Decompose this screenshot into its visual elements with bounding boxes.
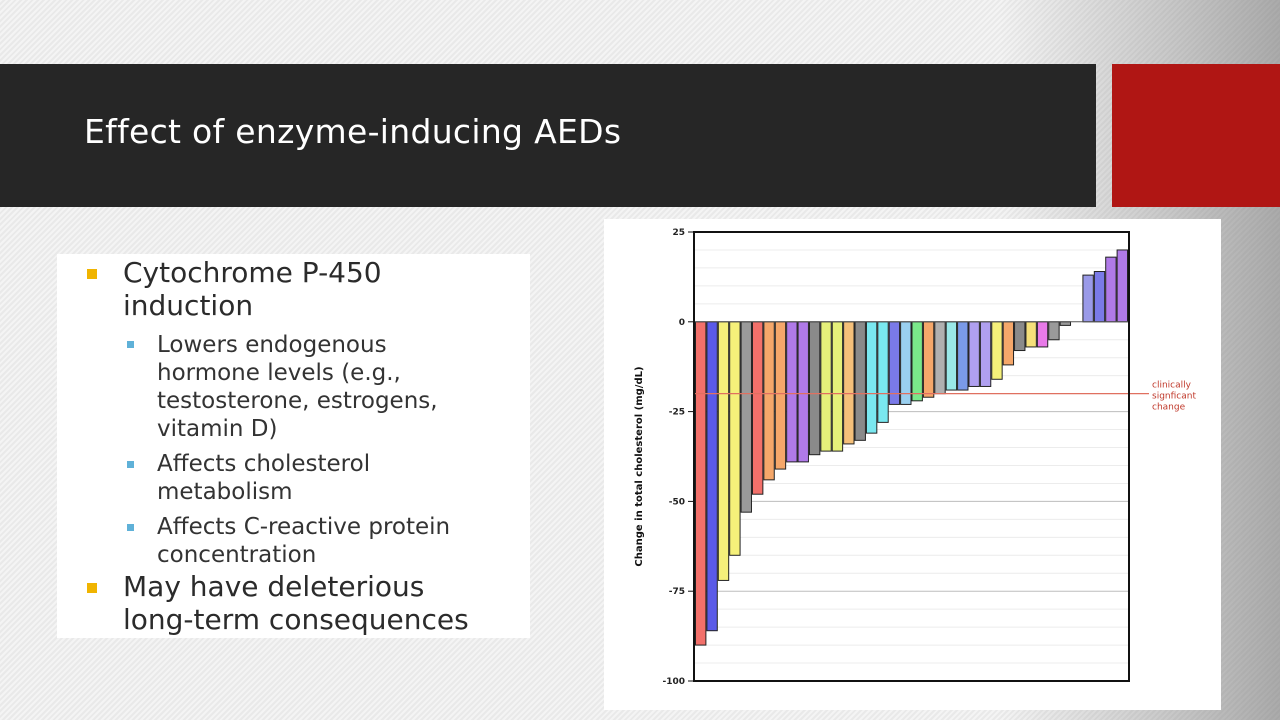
y-tick-label: 0 [679, 318, 685, 328]
bar [945, 321, 958, 391]
bar [1048, 321, 1060, 341]
sub-bullet-text: vitamin D) [157, 416, 278, 442]
sub-bullet-icon [127, 461, 134, 468]
bar [854, 321, 866, 441]
bar [774, 321, 787, 470]
sub-bullet-text: Affects cholesterol [157, 451, 371, 477]
sub-bullet-text: Affects C-reactive protein [157, 514, 451, 540]
bar [865, 321, 878, 434]
bullet-text: long-term consequences [123, 603, 469, 636]
y-axis-label: Change in total cholesterol (mg/dL) [634, 366, 645, 566]
bar [911, 321, 923, 402]
sub-bullet-text: hormone levels (e.g., [157, 360, 401, 386]
bar [695, 321, 707, 646]
bar [922, 321, 935, 398]
bar [706, 321, 718, 632]
bar [797, 321, 809, 463]
bar [968, 321, 980, 387]
sub-bullet-icon [127, 524, 134, 531]
threshold-label: signficant [1152, 392, 1196, 402]
bar [751, 321, 764, 495]
plot-frame [693, 231, 1130, 682]
bullet-square-icon [87, 583, 97, 593]
sub-bullet-text: Lowers endogenous [157, 332, 387, 358]
accent-block [1112, 64, 1280, 207]
bar [934, 321, 946, 395]
bar [843, 321, 855, 445]
y-tick-label: -50 [669, 497, 685, 507]
bar [1082, 274, 1094, 323]
bar [763, 321, 775, 481]
bar [1014, 321, 1026, 352]
threshold-label: change [1152, 403, 1186, 413]
bar [786, 321, 798, 463]
bar [740, 321, 752, 513]
y-tick-label: 25 [672, 228, 685, 238]
bullet-square-icon [87, 269, 97, 279]
bullet-text: Cytochrome P-450 [123, 256, 382, 289]
bar [957, 321, 969, 391]
bar [1116, 249, 1129, 323]
bar [1059, 321, 1072, 326]
bar [1105, 256, 1117, 323]
y-tick-label: -75 [669, 587, 685, 597]
slide-title: Effect of enzyme-inducing AEDs [84, 112, 622, 151]
bar [1025, 321, 1037, 348]
bullet-text: May have deleterious [123, 570, 425, 603]
threshold-label: clinically [1152, 381, 1192, 391]
title-bar [0, 64, 1096, 207]
bullet-panel: Cytochrome P-450 induction Lowers endoge… [57, 254, 530, 638]
bar [729, 321, 741, 556]
sub-bullet-icon [127, 341, 134, 348]
bar [1093, 271, 1106, 323]
sub-bullet-text: testosterone, estrogens, [157, 388, 438, 414]
chart-panel: clinically signficant change 25 0 -25 -50 -75 -1… [604, 219, 1221, 710]
y-tick-label: -100 [662, 677, 685, 687]
bar [888, 321, 901, 405]
bar [820, 321, 832, 452]
bar [1036, 321, 1049, 348]
bar [1002, 321, 1015, 366]
y-tick-label: -25 [669, 408, 685, 418]
sub-bullet-text: metabolism [157, 479, 293, 505]
bullet-text: induction [123, 289, 254, 322]
bar [808, 321, 821, 456]
bar [717, 321, 730, 581]
bar [991, 321, 1003, 380]
sub-bullet-text: concentration [157, 542, 317, 568]
bar [979, 321, 992, 387]
bar [831, 321, 844, 452]
bar [877, 321, 889, 423]
bar [900, 321, 912, 405]
